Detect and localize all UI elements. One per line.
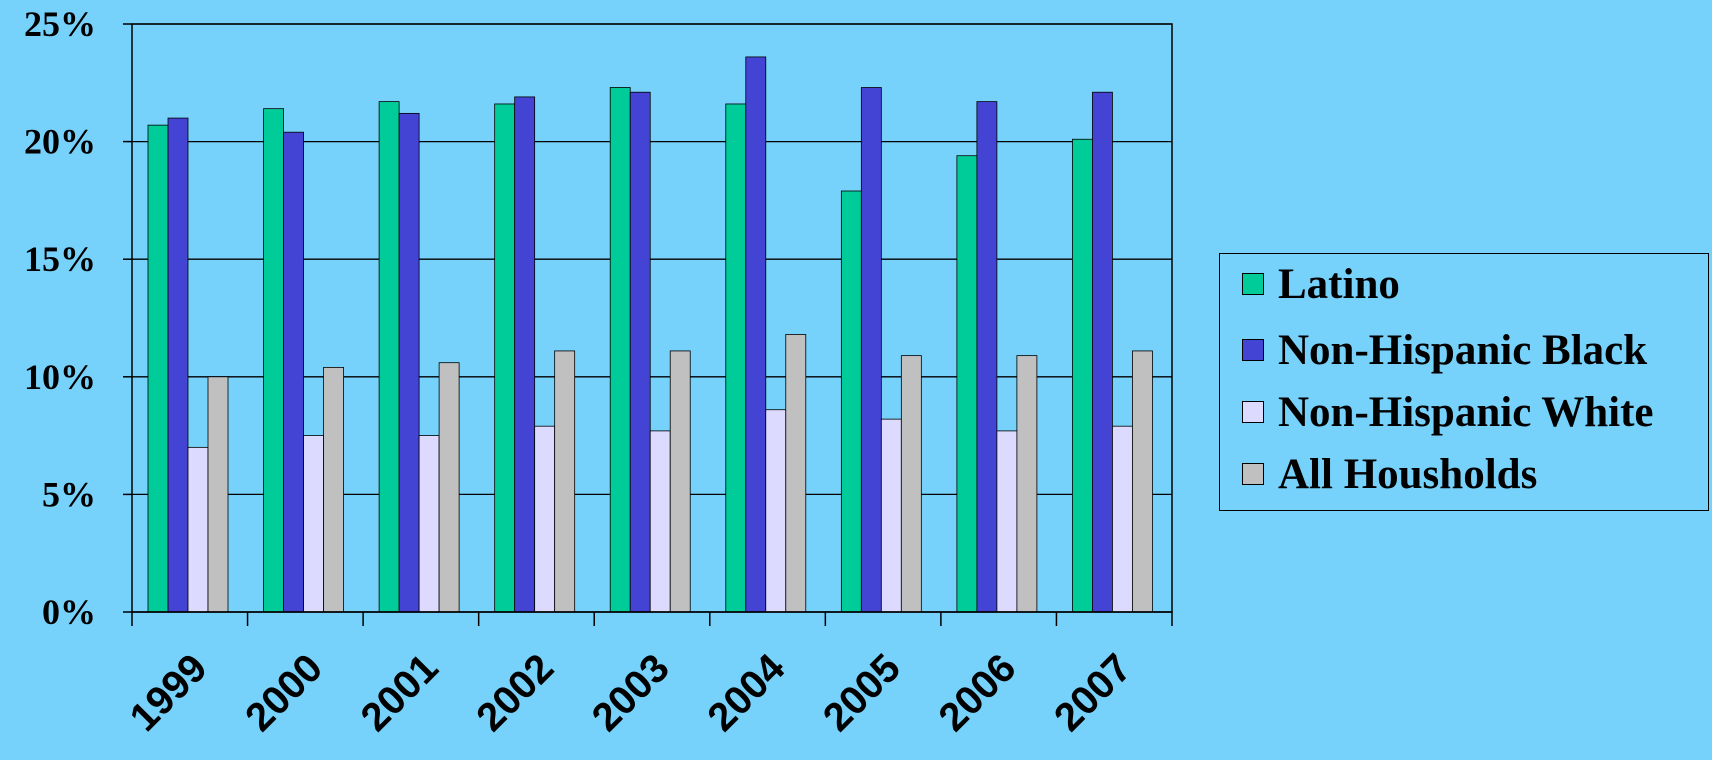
- legend-label: Non-Hispanic Black: [1278, 326, 1648, 374]
- bar-all-housholds-2005: [900, 355, 922, 613]
- bar-non-hispanic-white-2007: [1112, 425, 1133, 613]
- bar-non-hispanic-white-2006: [996, 430, 1018, 613]
- bar-latino-1999: [147, 124, 169, 613]
- legend-item-all-housholds: All Housholds: [1242, 450, 1537, 498]
- bar-all-housholds-2001: [438, 362, 460, 613]
- x-tick-label: 2004: [699, 645, 794, 740]
- x-tick-label: 2007: [1046, 646, 1140, 740]
- legend: Latino Non-Hispanic Black Non-Hispanic Whi…: [1219, 253, 1709, 511]
- bar-non-hispanic-black-2006: [976, 101, 998, 613]
- x-tick-label: 2001: [353, 646, 447, 740]
- bar-latino-2000: [263, 108, 284, 613]
- bar-latino-2002: [494, 103, 516, 613]
- legend-item-non-hispanic-white: Non-Hispanic White: [1242, 388, 1654, 436]
- legend-item-latino: Latino: [1242, 260, 1400, 308]
- legend-item-non-hispanic-black: Non-Hispanic Black: [1242, 326, 1647, 374]
- x-tick-label: 1999: [122, 646, 216, 740]
- x-tick-label: 2003: [584, 646, 678, 740]
- bar-non-hispanic-black-1999: [167, 117, 189, 613]
- y-tick-labels: 0% 5% 10% 15% 20% 25%: [24, 4, 96, 632]
- bar-non-hispanic-white-2001: [418, 435, 440, 613]
- legend-label: All Housholds: [1278, 450, 1538, 498]
- bar-latino-2005: [840, 190, 862, 613]
- x-tick-label: 2002: [468, 646, 562, 740]
- legend-swatch: [1242, 339, 1264, 361]
- bar-all-housholds-1999: [207, 376, 229, 613]
- bar-non-hispanic-black-2004: [745, 56, 767, 613]
- axes: [123, 23, 1173, 626]
- y-tick-label: 15%: [24, 239, 96, 279]
- bar-non-hispanic-black-2001: [398, 112, 420, 613]
- y-tick-label: 10%: [24, 357, 96, 397]
- bar-non-hispanic-white-1999: [187, 446, 209, 613]
- bar-all-housholds-2006: [1016, 355, 1038, 613]
- bar-non-hispanic-white-2003: [649, 430, 671, 613]
- bar-latino-2007: [1072, 138, 1093, 613]
- y-tick-label: 0%: [42, 592, 96, 632]
- bar-non-hispanic-white-2000: [303, 435, 324, 613]
- legend-swatch: [1242, 401, 1264, 423]
- y-tick-label: 25%: [24, 4, 96, 44]
- x-tick-label: 2006: [930, 646, 1024, 740]
- y-tick-label: 5%: [42, 474, 96, 514]
- bar-non-hispanic-black-2005: [860, 87, 882, 613]
- bar-non-hispanic-white-2002: [534, 425, 556, 613]
- bar-latino-2001: [378, 101, 400, 613]
- bar-non-hispanic-black-2000: [283, 131, 304, 613]
- bar-all-housholds-2004: [785, 334, 807, 613]
- bar-non-hispanic-black-2003: [629, 91, 651, 613]
- x-tick-labels: 1999 2000 2001 2002 2003 2004 2005 2006 2007: [122, 645, 1140, 740]
- bar-non-hispanic-white-2004: [765, 409, 787, 613]
- legend-swatch: [1242, 463, 1264, 485]
- legend-label: Non-Hispanic White: [1278, 388, 1654, 436]
- bar-non-hispanic-white-2005: [880, 418, 902, 613]
- y-tick-label: 20%: [24, 122, 96, 162]
- x-tick-label: 2000: [237, 646, 331, 740]
- bars: [147, 56, 1153, 613]
- bar-all-housholds-2002: [554, 350, 576, 613]
- bar-non-hispanic-black-2007: [1092, 91, 1113, 613]
- bar-latino-2003: [609, 87, 631, 613]
- bar-all-housholds-2000: [323, 366, 344, 613]
- legend-label: Latino: [1278, 260, 1400, 308]
- bar-latino-2006: [956, 155, 978, 613]
- bar-all-housholds-2003: [669, 350, 691, 613]
- legend-swatch: [1242, 273, 1264, 295]
- bar-all-housholds-2007: [1132, 350, 1153, 613]
- bar-latino-2004: [725, 103, 747, 613]
- bar-non-hispanic-black-2002: [514, 96, 536, 613]
- x-tick-label: 2005: [815, 646, 909, 740]
